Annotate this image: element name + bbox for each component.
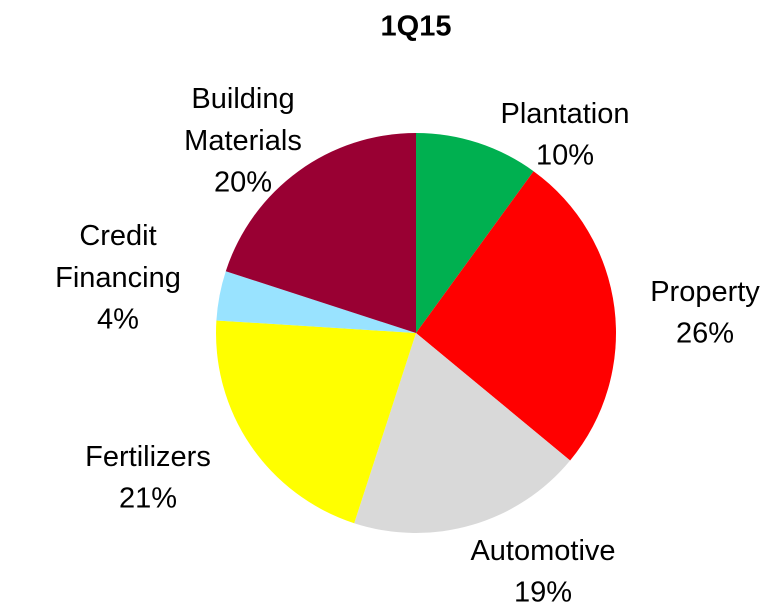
- category-label: Plantation: [501, 98, 630, 130]
- value-label: 21%: [119, 483, 177, 515]
- value-label: 4%: [97, 304, 139, 336]
- value-label: 19%: [514, 577, 572, 606]
- category-label: Credit Financing: [55, 220, 181, 294]
- pie-slice: [416, 133, 534, 333]
- category-label: Fertilizers: [85, 441, 211, 473]
- category-label: Automotive: [470, 535, 615, 567]
- pie-slice: [216, 320, 416, 524]
- value-label: 26%: [676, 318, 734, 350]
- category-label: Building Materials: [184, 83, 302, 157]
- pie-slice: [225, 133, 416, 333]
- chart-title: 1Q15: [381, 11, 452, 43]
- pie-slice: [354, 333, 571, 533]
- category-label: Property: [650, 276, 760, 308]
- pie-slice: [216, 271, 416, 333]
- value-label: 10%: [536, 140, 594, 172]
- value-label: 20%: [214, 167, 272, 199]
- pie-slice: [416, 171, 616, 461]
